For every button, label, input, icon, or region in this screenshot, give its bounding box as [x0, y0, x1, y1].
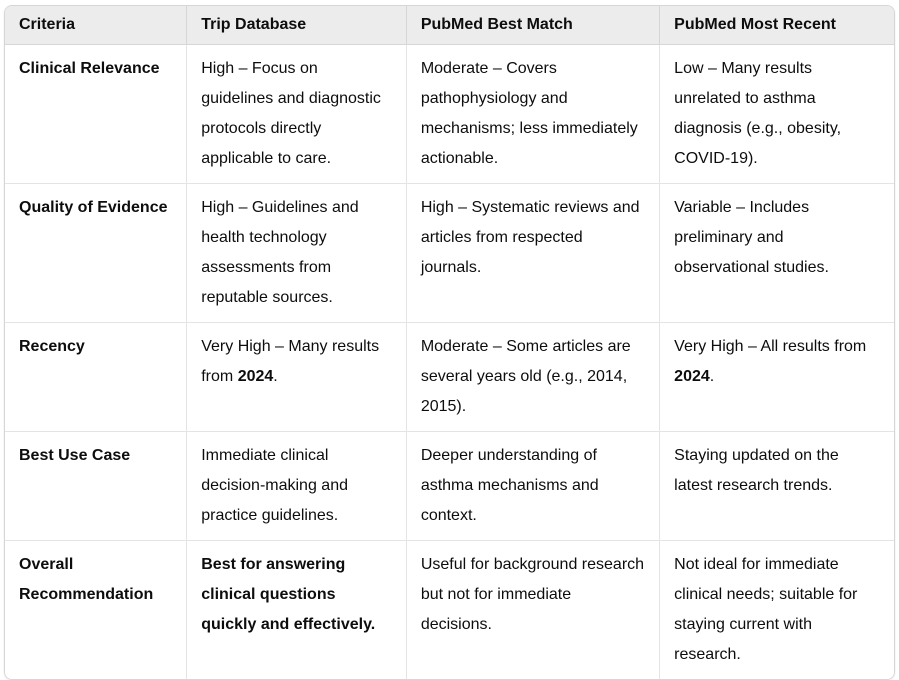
- text: Staying updated on the latest research t…: [674, 447, 839, 494]
- column-header: Trip Database: [187, 6, 407, 45]
- bold-text: Best for answering clinical questions qu…: [201, 556, 376, 633]
- table-cell: High – Guidelines and health technology …: [187, 184, 407, 323]
- table-cell: High – Focus on guidelines and diagnosti…: [187, 45, 407, 184]
- criterion-cell: Recency: [5, 323, 188, 432]
- table-header-row: Criteria Trip Database PubMed Best Match Pu…: [5, 6, 894, 45]
- table-cell: Moderate – Some articles are several yea…: [406, 323, 661, 432]
- table-cell: Staying updated on the latest research t…: [660, 432, 894, 541]
- column-header: PubMed Most Recent: [660, 6, 894, 45]
- table-cell: Moderate – Covers pathophysiology and me…: [406, 45, 661, 184]
- text: High – Guidelines and health technology …: [201, 199, 359, 306]
- table-cell: Best for answering clinical questions qu…: [187, 541, 407, 679]
- text: High – Systematic reviews and articles f…: [420, 199, 640, 276]
- text: Immediate clinical decision-making and p…: [201, 447, 348, 524]
- text: Useful for background research but not f…: [420, 556, 645, 633]
- bold-text: 2024: [237, 368, 274, 385]
- criterion-cell: Overall Recommendation: [5, 541, 188, 679]
- text: Very High – Many results from: [201, 338, 380, 385]
- text: Low – Many results unrelated to asthma d…: [674, 60, 842, 167]
- text: .: [709, 368, 715, 385]
- table-row: Recency Very High – Many results from 202…: [5, 323, 894, 432]
- text: .: [273, 368, 278, 385]
- table-row: Best Use Case Immediate clinical decision…: [5, 432, 894, 541]
- text: High – Focus on guidelines and diagnosti…: [201, 60, 381, 167]
- column-header: PubMed Best Match: [406, 6, 661, 45]
- text: Variable – Includes preliminary and obse…: [674, 199, 829, 276]
- table-row: Clinical Relevance High – Focus on guidel…: [5, 45, 894, 184]
- table-cell: Variable – Includes preliminary and obse…: [660, 184, 894, 323]
- table-cell: Very High – All results from 2024.: [660, 323, 894, 432]
- criterion-cell: Best Use Case: [5, 432, 188, 541]
- text: Very High – All results from: [674, 338, 867, 355]
- table-cell: High – Systematic reviews and articles f…: [406, 184, 661, 323]
- table-cell: Useful for background research but not f…: [406, 541, 661, 679]
- text: Moderate – Covers pathophysiology and me…: [420, 60, 638, 167]
- bold-text: 2024: [674, 368, 710, 385]
- table-row: Overall Recommendation Best for answering…: [5, 541, 894, 679]
- table-cell: Deeper understanding of asthma mechanism…: [406, 432, 661, 541]
- comparison-table-container: Criteria Trip Database PubMed Best Match Pu…: [4, 5, 895, 680]
- criterion-cell: Clinical Relevance: [5, 45, 188, 184]
- table-cell: Very High – Many results from 2024.: [187, 323, 407, 432]
- table-row: Quality of Evidence High – Guidelines and…: [5, 184, 894, 323]
- table-cell: Immediate clinical decision-making and p…: [187, 432, 407, 541]
- column-header: Criteria: [5, 6, 188, 45]
- criterion-cell: Quality of Evidence: [5, 184, 188, 323]
- text: Not ideal for immediate clinical needs; …: [674, 556, 858, 663]
- table-cell: Not ideal for immediate clinical needs; …: [660, 541, 894, 679]
- comparison-table: Criteria Trip Database PubMed Best Match Pu…: [4, 5, 895, 680]
- text: Moderate – Some articles are several yea…: [420, 338, 631, 415]
- table-cell: Low – Many results unrelated to asthma d…: [660, 45, 894, 184]
- text: Deeper understanding of asthma mechanism…: [420, 447, 599, 524]
